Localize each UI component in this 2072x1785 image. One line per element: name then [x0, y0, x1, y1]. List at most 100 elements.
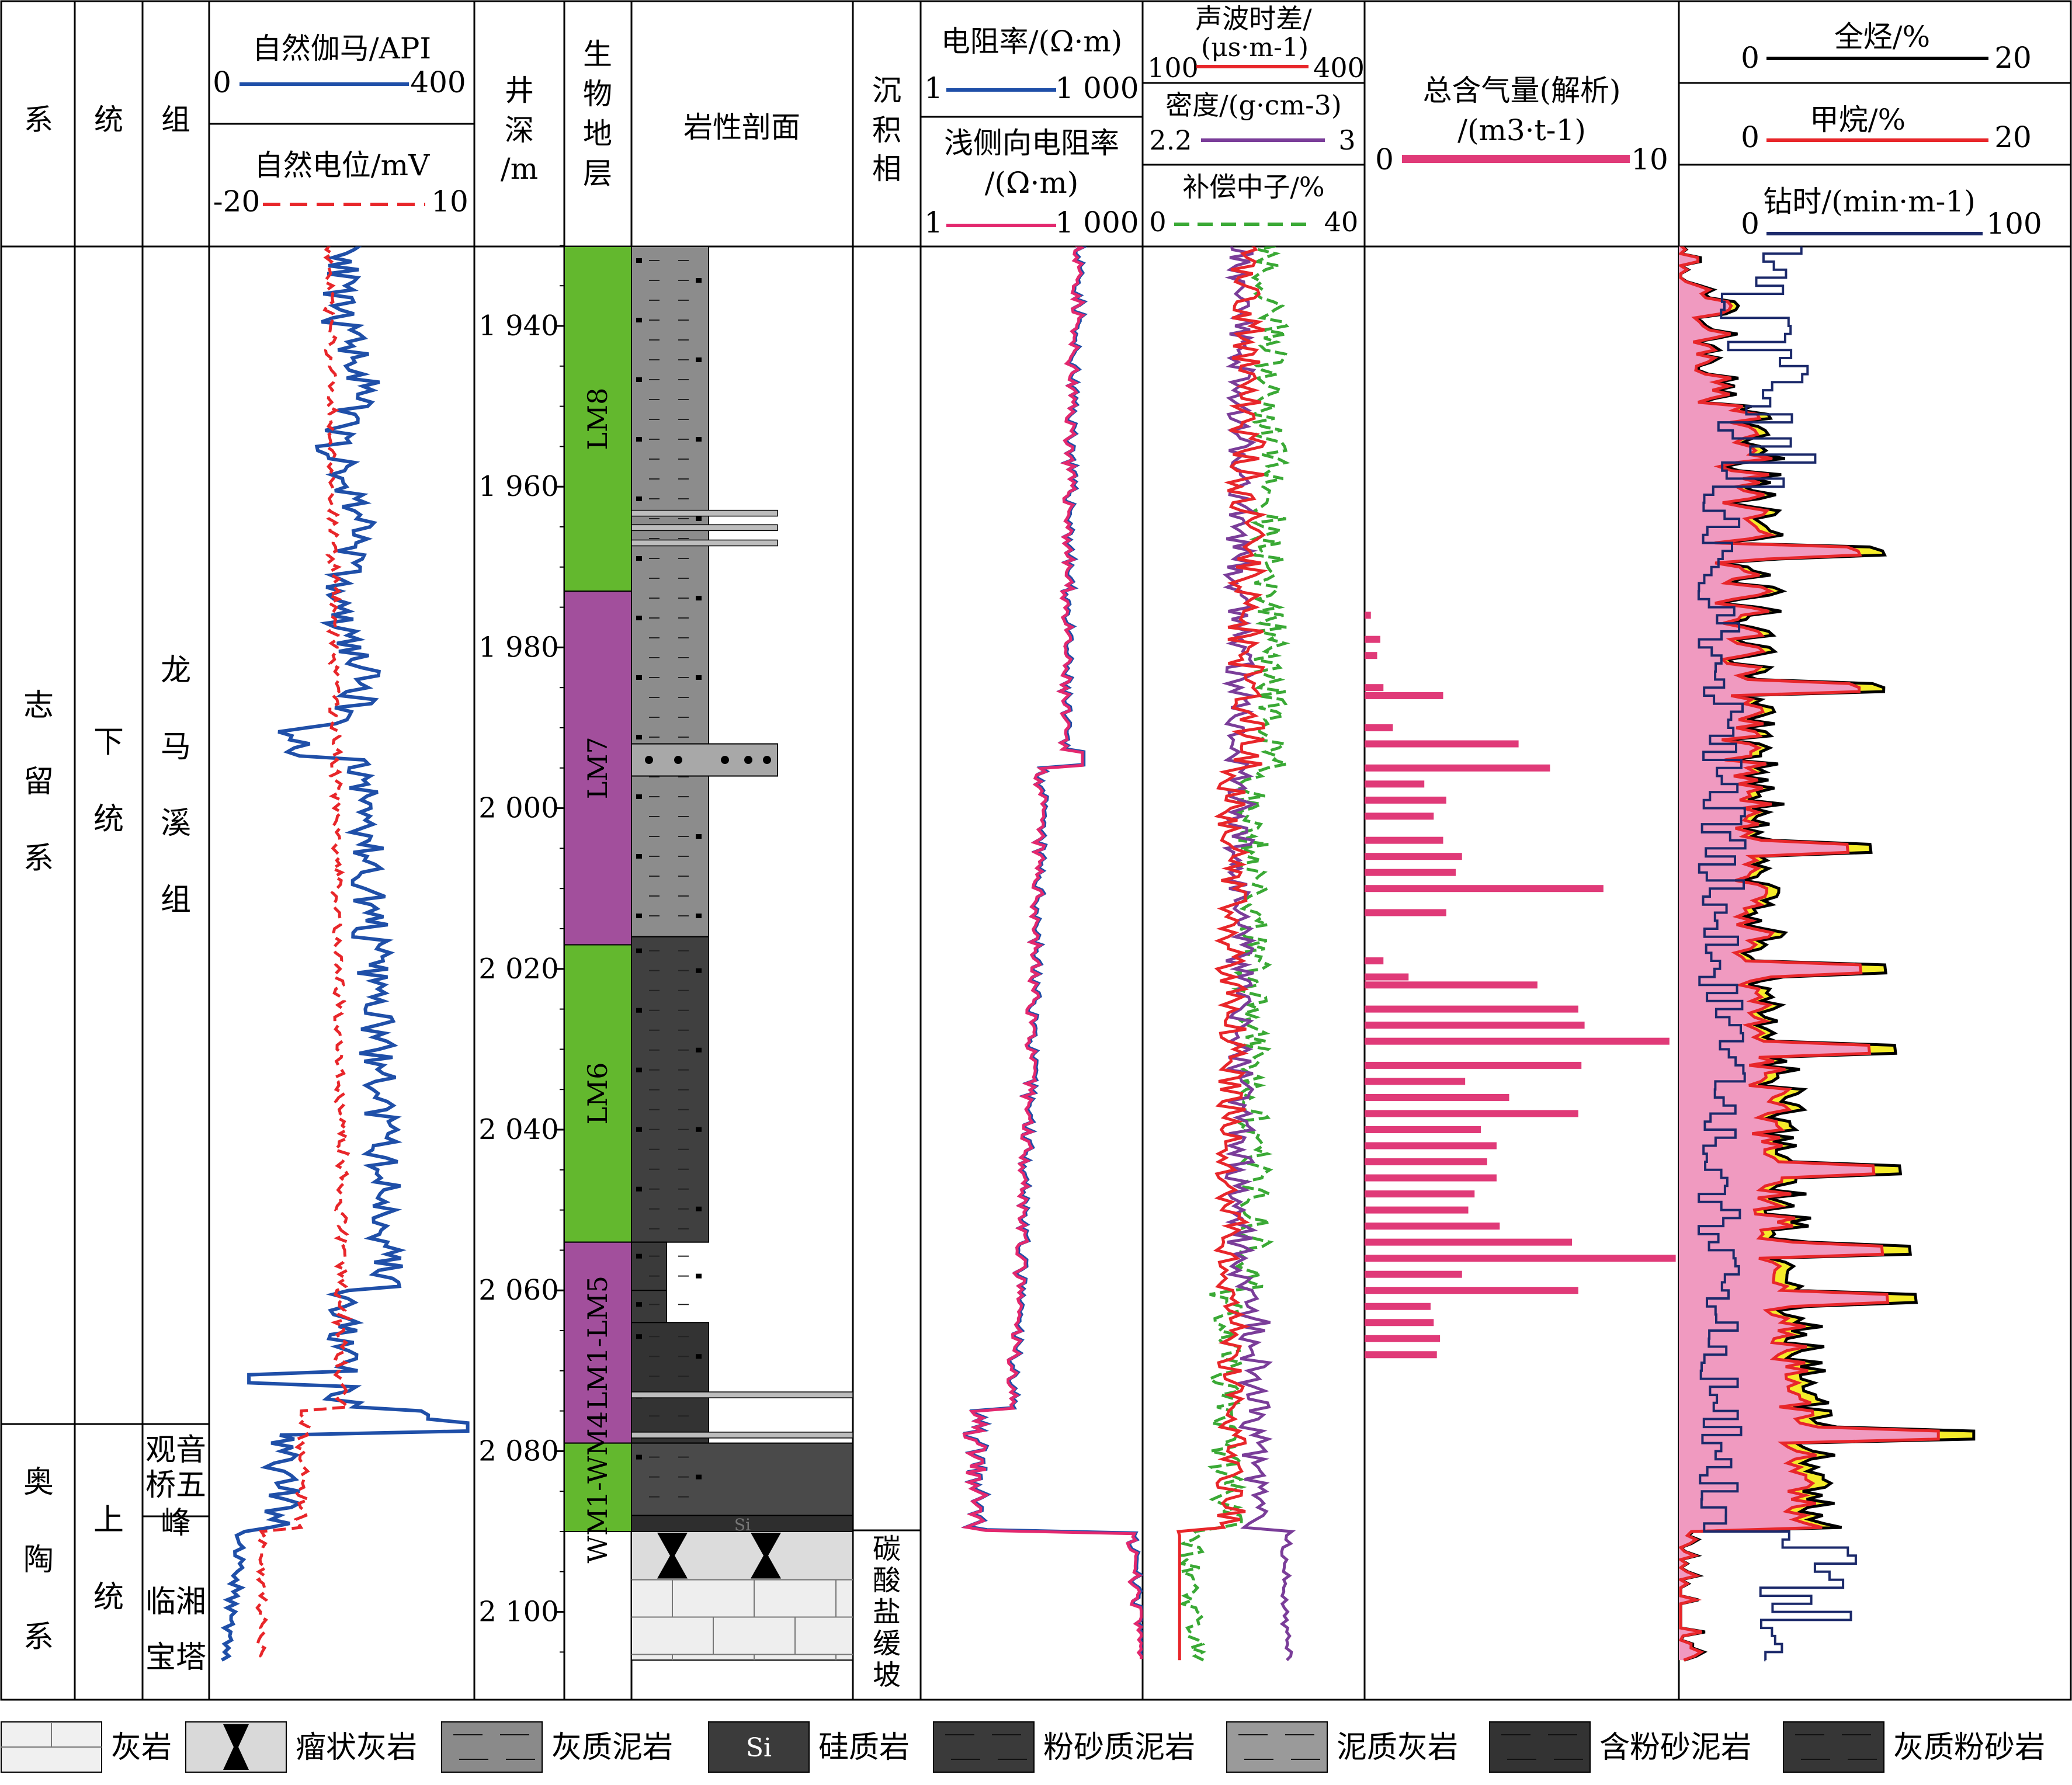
litho-bed [631, 743, 778, 777]
header-depth-3: /m [501, 152, 538, 186]
methane-curve [1679, 246, 1940, 1662]
formation-longmaxi-2: 马 [161, 730, 191, 765]
litho-dot [696, 1127, 702, 1132]
bio-unit-label: LM7 [582, 737, 613, 799]
system-ordovician-1: 奥 [23, 1465, 54, 1500]
gas-content-bar [1365, 1022, 1585, 1029]
facies-bottom-4: 缓 [873, 1627, 901, 1660]
litho-nodule [751, 1533, 781, 1579]
gas-content-bar [1365, 869, 1456, 876]
header-litho: 岩性剖面 [683, 110, 800, 144]
resistivity-track [961, 246, 1143, 1659]
litho-dot [696, 968, 702, 973]
gas-content-track [1365, 612, 1676, 1359]
gas-content-bar [1365, 1005, 1578, 1013]
gas-content-bar [1365, 1190, 1475, 1198]
gamma-max: 400 [410, 65, 466, 99]
formation-longmaxi-1: 龙 [161, 653, 191, 688]
litho-dot [636, 1127, 642, 1132]
system-silurian-1: 志 [23, 688, 54, 723]
gas-content-bar [1365, 1270, 1462, 1278]
legend-label: 灰岩 [111, 1730, 172, 1765]
ac-min: 100 [1147, 52, 1199, 84]
header-facies-2: 积 [872, 113, 901, 147]
gas-content-bar [1365, 1319, 1434, 1326]
gas-content-bar [1365, 780, 1425, 788]
litho-dot [696, 516, 702, 521]
tg-min: 0 [1741, 41, 1759, 75]
den-max: 3 [1338, 124, 1355, 156]
series-lower-2: 统 [93, 802, 124, 837]
header-bio-4: 层 [583, 157, 612, 190]
legend-si-text: Si [746, 1733, 772, 1763]
litho-dot [636, 1302, 642, 1307]
litho-thin-bed [631, 509, 778, 517]
header-series: 统 [94, 103, 123, 137]
header-system: 系 [24, 103, 53, 137]
litho-dot [636, 318, 642, 322]
litho-dot [636, 948, 642, 953]
gas-content-bar [1365, 1206, 1469, 1214]
legend-label: 含粉砂泥岩 [1599, 1730, 1751, 1765]
res-min: 1 [924, 71, 943, 105]
gas-content-bar [1365, 909, 1446, 916]
legend-swatch-calc-mud [441, 1721, 543, 1773]
total-gas-curve [1679, 246, 1976, 1662]
system-ordovician-2: 陶 [23, 1543, 54, 1578]
shallow-resistivity-curve [961, 246, 1143, 1659]
gamma-ray-curve [220, 246, 470, 1662]
gas-content-bar [1365, 1287, 1578, 1294]
litho-nodule [657, 1533, 688, 1579]
depth-tick-label: 2 060 [478, 1274, 558, 1307]
formation-wufeng-3: 峰 [161, 1506, 191, 1541]
legend-nodule [223, 1724, 249, 1770]
facies-bottom-5: 坡 [873, 1659, 901, 1692]
gas-content-bar [1365, 1061, 1582, 1069]
legend-label: 硅质岩 [818, 1730, 910, 1765]
bio-unit-label: LM6 [582, 1062, 613, 1125]
header-sres-2: /(Ω·m) [985, 166, 1079, 200]
legend-swatch-silt-bearing [1489, 1721, 1591, 1773]
header-sres-1: 浅侧向电阻率 [944, 126, 1119, 160]
depth-tick-label: 1 960 [478, 470, 558, 503]
header-line-samples [240, 57, 1988, 235]
gas-content-bar [1365, 885, 1604, 893]
gas-content-bar [1365, 612, 1371, 619]
gas-content-bar [1365, 836, 1443, 844]
header-den: 密度/(g·cm-3) [1165, 89, 1342, 121]
formation-longmaxi-4: 组 [161, 883, 191, 918]
depth-axis: 1 940 1 960 1 980 2 000 2 020 2 040 2 060 2 080… [478, 245, 564, 1653]
header-c1: 甲烷/% [1810, 103, 1906, 137]
drilling-time-curve [1697, 246, 1857, 1662]
header-depth-2: 深 [505, 113, 534, 147]
litho-dot [696, 675, 702, 680]
litho-dot [636, 794, 642, 799]
litho-bed [631, 1322, 709, 1444]
porosity-track [1176, 246, 1296, 1662]
legend-label: 泥质灰岩 [1337, 1730, 1458, 1765]
gamma-min: 0 [213, 65, 231, 99]
depth-tick-label: 2 080 [478, 1435, 558, 1467]
depth-tick-label: 1 980 [478, 631, 558, 664]
litho-dot [696, 596, 702, 600]
c1-min: 0 [1741, 120, 1759, 154]
litho-bed [631, 936, 709, 1243]
litho-silt-dot [744, 756, 752, 765]
facies-bottom-2: 酸 [873, 1564, 901, 1597]
header-tg: 全烃/% [1834, 20, 1930, 54]
gas-content-bar [1365, 1158, 1487, 1166]
formation-wufeng-2: 桥五 [145, 1468, 206, 1503]
header-depth-1: 井 [505, 74, 534, 107]
litho-dot [636, 616, 642, 620]
tg-max: 20 [1994, 41, 2032, 75]
depth-tick-label: 1 940 [478, 310, 558, 342]
cnl-min: 0 [1149, 206, 1166, 238]
depth-tick-label: 2 000 [478, 792, 558, 825]
litho-dot [696, 1354, 702, 1359]
litho-silt-dot [721, 756, 729, 765]
header-bio-3: 地 [583, 117, 612, 151]
legend-label: 灰质泥岩 [551, 1730, 673, 1765]
bio-unit-lm7 [564, 591, 632, 946]
c1-max: 20 [1994, 120, 2032, 154]
